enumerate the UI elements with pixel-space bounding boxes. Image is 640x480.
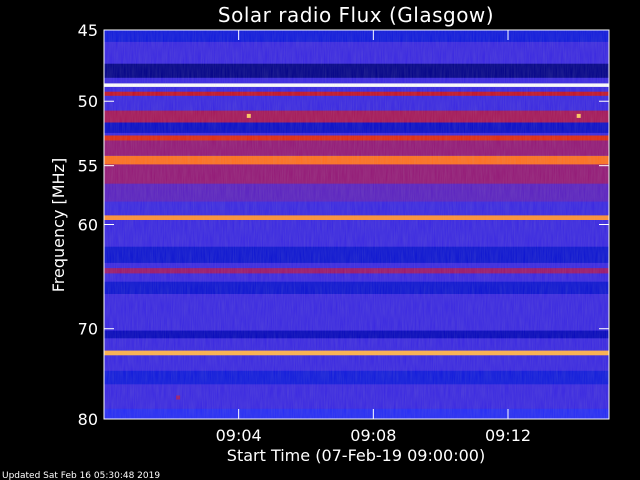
y-tick-label: 50 [78,92,98,111]
updated-timestamp: Updated Sat Feb 16 05:30:48 2019 [2,471,160,480]
plot-area [103,29,610,420]
y-tick-label: 60 [78,216,98,235]
y-tick-label: 80 [78,410,98,429]
y-tick-label: 70 [78,320,98,339]
x-tick-label: 09:12 [485,426,531,445]
x-axis-label: Start Time (07-Feb-19 09:00:00) [227,446,485,465]
x-tick-label: 09:08 [350,426,396,445]
x-axis-ticks: 09:04 09:08 09:12 [216,30,531,445]
y-tick-label: 45 [78,21,98,40]
y-axis-ticks: 45 50 55 60 70 80 [78,21,609,429]
chart-title: Solar radio Flux (Glasgow) [218,3,494,27]
y-tick-label: 55 [78,157,98,176]
x-tick-label: 09:04 [216,426,262,445]
noise-texture [104,30,609,419]
y-axis-label: Frequency [MHz] [49,158,68,292]
